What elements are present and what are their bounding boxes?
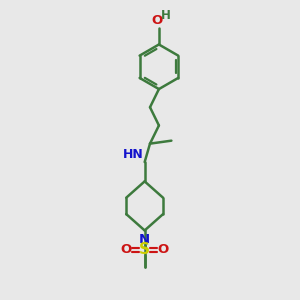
Text: O: O [158, 243, 169, 256]
Text: S: S [139, 242, 150, 257]
Text: O: O [121, 243, 132, 256]
Text: O: O [152, 14, 163, 27]
Text: N: N [139, 233, 150, 246]
Text: HN: HN [123, 148, 144, 161]
Text: H: H [160, 9, 170, 22]
